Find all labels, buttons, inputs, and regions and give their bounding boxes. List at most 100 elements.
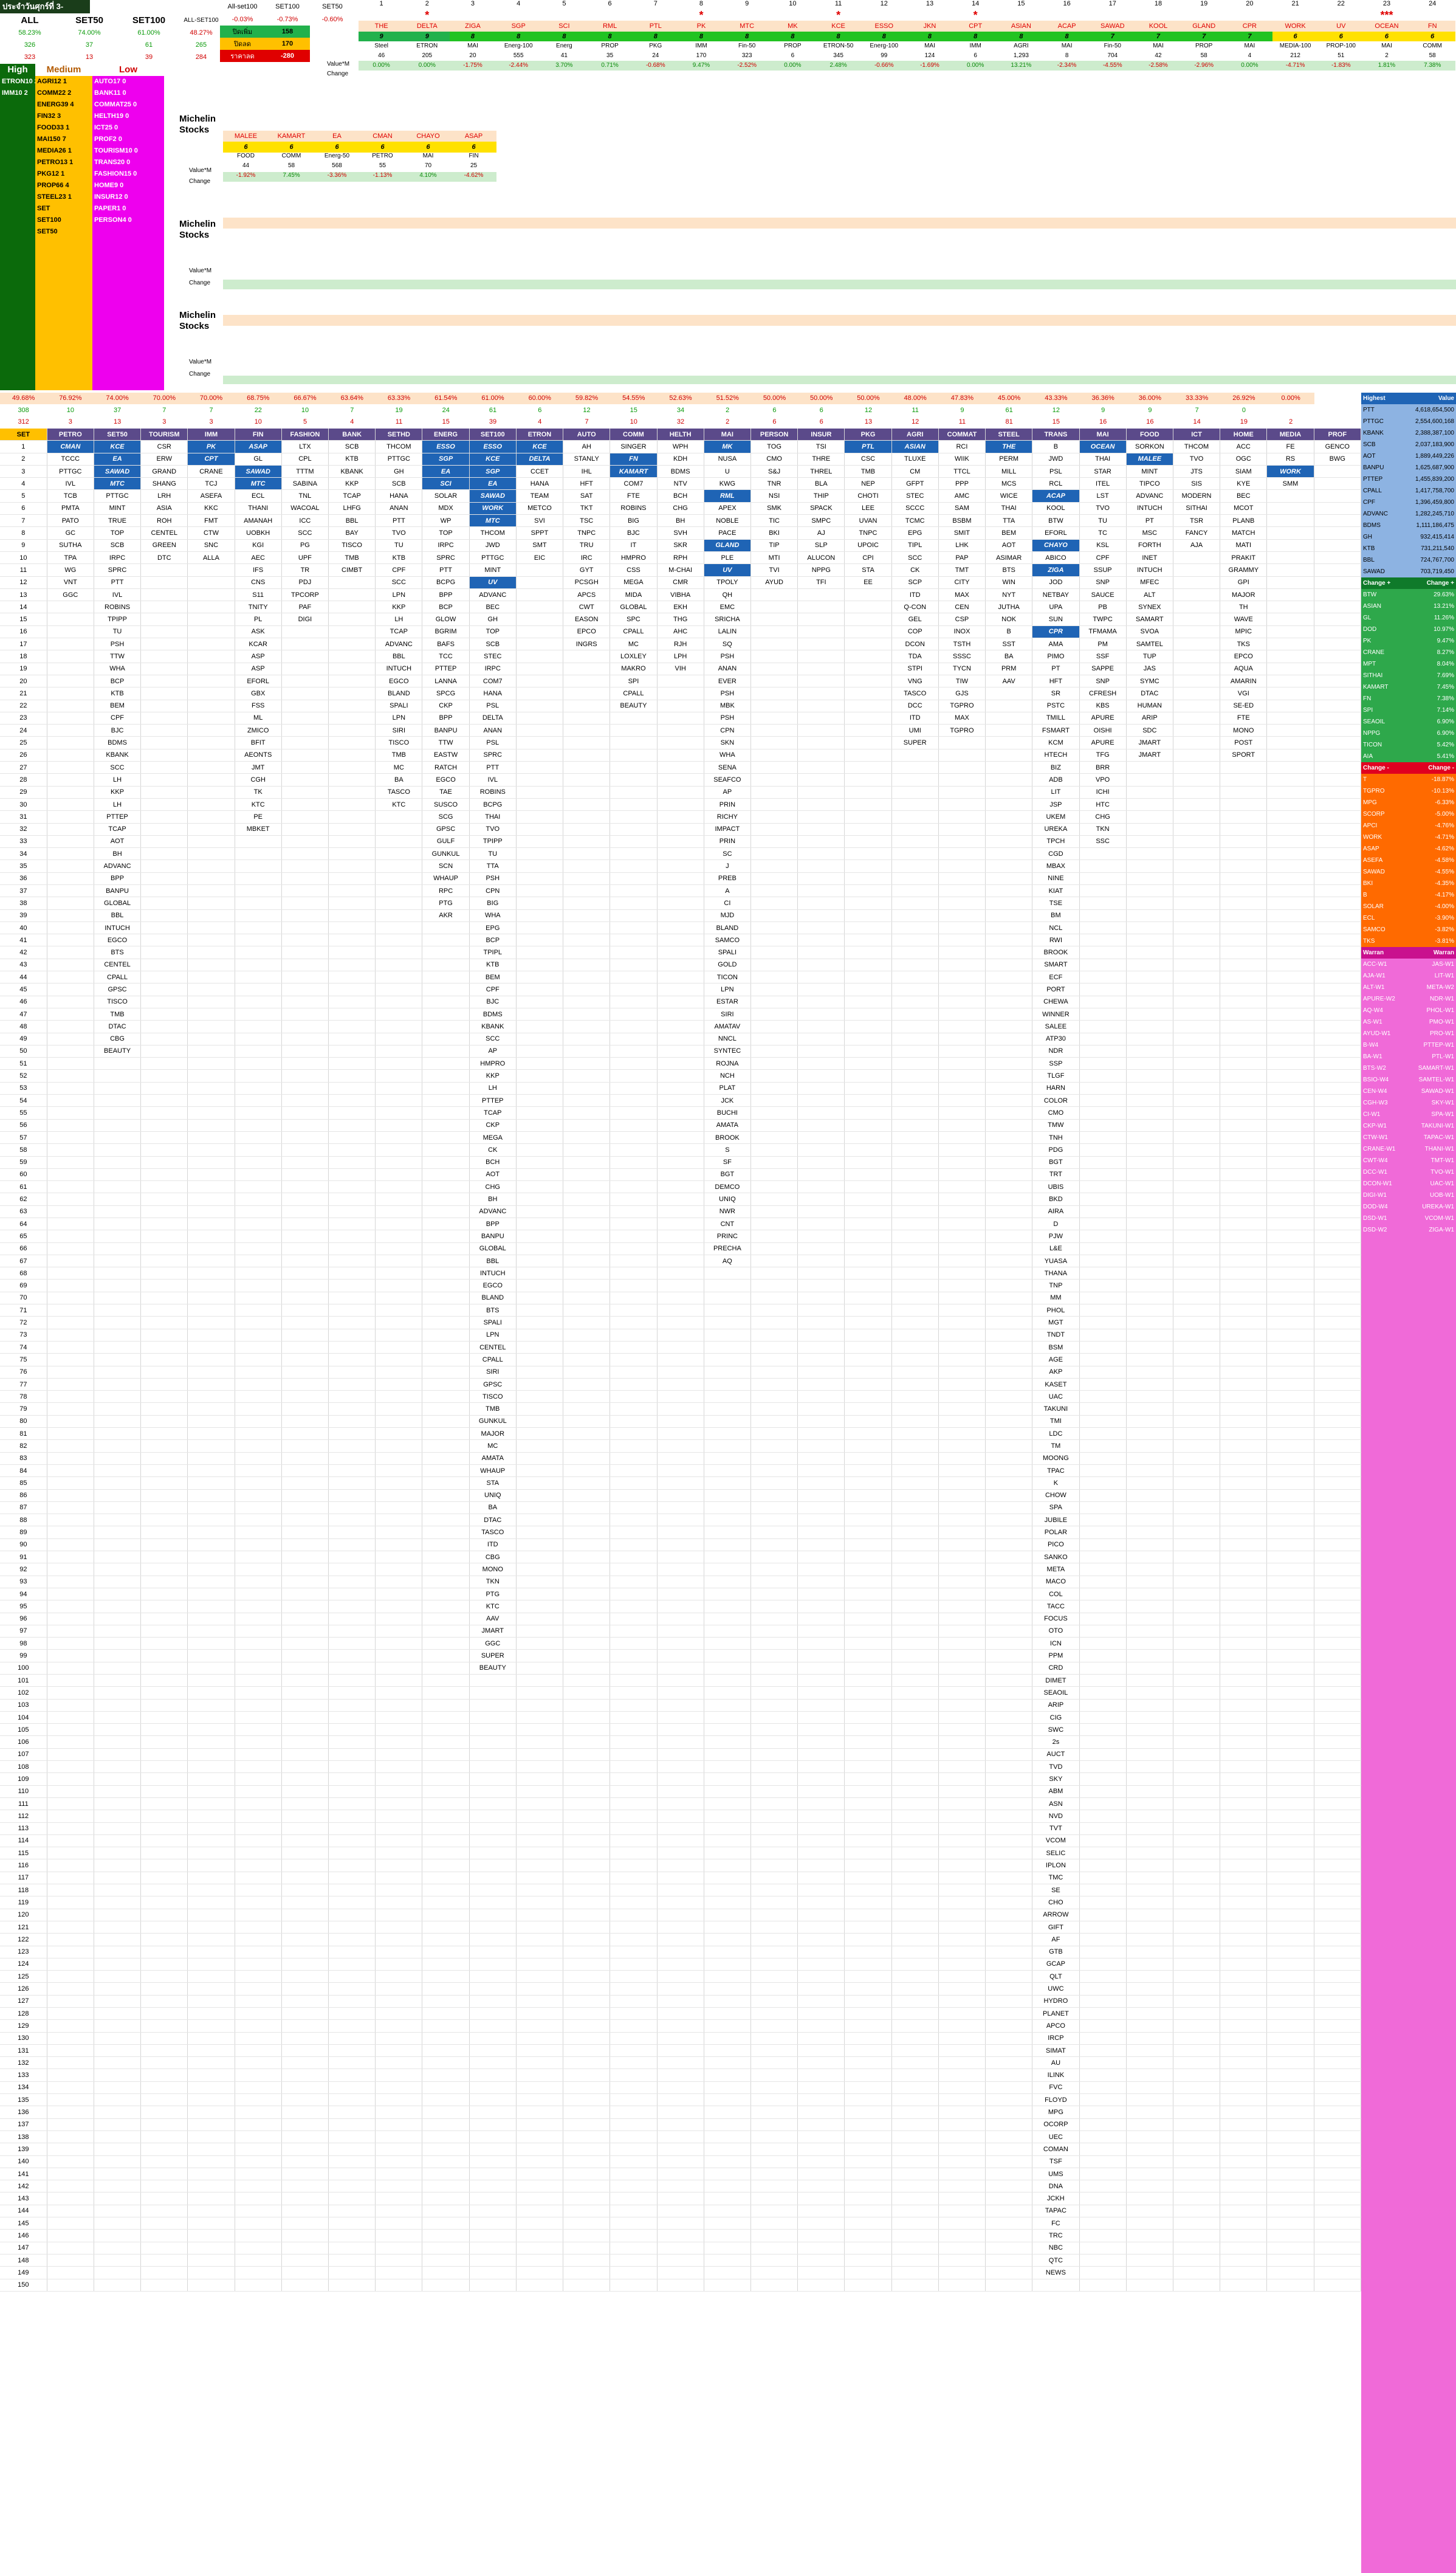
sector-header[interactable]: COMMAT bbox=[938, 429, 986, 441]
grid-cell bbox=[891, 996, 939, 1008]
grid-cell bbox=[1314, 1847, 1362, 1860]
grid-cell: SAPPE bbox=[1079, 663, 1127, 675]
grid-cell bbox=[610, 1711, 658, 1724]
table-row: 42 BTS TPIPL SPALI BROOK bbox=[0, 946, 1362, 959]
sector-header[interactable]: TOURISM bbox=[140, 429, 188, 441]
grid-cell: TASCO bbox=[469, 1526, 517, 1539]
grid-cell bbox=[1266, 2143, 1314, 2156]
top-sector-change: -0.68% bbox=[633, 61, 679, 71]
panel-medium-title: Medium bbox=[35, 64, 92, 76]
grid-cell: KBS bbox=[1079, 700, 1127, 712]
sector-header[interactable]: PETRO bbox=[47, 429, 94, 441]
sector-header[interactable]: PROF bbox=[1314, 429, 1362, 441]
sector-header[interactable]: AUTO bbox=[563, 429, 611, 441]
sector-header[interactable]: FOOD bbox=[1126, 429, 1173, 441]
grid-cell bbox=[797, 1329, 845, 1342]
grid-cell bbox=[187, 2081, 235, 2095]
grid-cell bbox=[94, 1279, 142, 1292]
grid-cell bbox=[235, 1613, 282, 1625]
sector-header[interactable]: IMM bbox=[187, 429, 235, 441]
grid-cell bbox=[563, 1119, 611, 1132]
grid-cell bbox=[1079, 1143, 1127, 1157]
sector-header[interactable]: INSUR bbox=[797, 429, 845, 441]
grid-cell bbox=[328, 1921, 376, 1934]
sector-header[interactable]: SET bbox=[0, 429, 47, 441]
grid-cell bbox=[328, 1218, 376, 1231]
grid-cell bbox=[985, 761, 1033, 774]
grid-cell bbox=[704, 1711, 751, 1724]
sector-header[interactable]: SET100 bbox=[469, 429, 517, 441]
grid-cell: POST bbox=[1220, 736, 1268, 749]
grid-cell bbox=[422, 1538, 470, 1552]
grid-cell bbox=[563, 1909, 611, 1921]
grid-cell bbox=[985, 1785, 1033, 1798]
grid-cell bbox=[1079, 1156, 1127, 1169]
sector-header[interactable]: BANK bbox=[328, 429, 376, 441]
grid-cell bbox=[657, 1514, 704, 1527]
row-number: 55 bbox=[0, 1106, 47, 1120]
sector-header[interactable]: STEEL bbox=[985, 429, 1033, 441]
grid-cell bbox=[1314, 1600, 1362, 1613]
grid-cell bbox=[1079, 1439, 1127, 1453]
grid-cell bbox=[750, 2143, 798, 2156]
grid-cell bbox=[938, 1020, 986, 1033]
row-number: 143 bbox=[0, 2192, 47, 2205]
grid-cell bbox=[375, 1193, 423, 1206]
grid-cell bbox=[797, 625, 845, 639]
sector-header[interactable]: PERSON bbox=[750, 429, 798, 441]
grid-cell: LHK bbox=[938, 539, 986, 552]
sector-header[interactable]: SET50 bbox=[94, 429, 142, 441]
grid-cell bbox=[1266, 1329, 1314, 1342]
sector-header[interactable]: PKG bbox=[844, 429, 892, 441]
grid-cell bbox=[328, 959, 376, 972]
grid-cell: NEWS bbox=[1032, 2266, 1080, 2279]
grid-cell bbox=[1220, 884, 1268, 898]
sector-header[interactable]: FIN bbox=[235, 429, 282, 441]
sector-header[interactable]: COMM bbox=[610, 429, 658, 441]
sector-header[interactable]: SETHD bbox=[375, 429, 423, 441]
grid-cell bbox=[235, 1674, 282, 1687]
top-sector-change: -1.75% bbox=[450, 61, 496, 71]
grid-cell bbox=[281, 810, 329, 824]
grid-cell bbox=[704, 1872, 751, 1885]
grid-cell bbox=[140, 1218, 188, 1231]
grid-cell bbox=[844, 959, 892, 972]
grid-cell bbox=[94, 1711, 142, 1724]
grid-cell bbox=[516, 2254, 564, 2267]
sector-header[interactable]: FASHION bbox=[281, 429, 329, 441]
table-row: 67 BBL AQ YUASA bbox=[0, 1255, 1362, 1268]
grid-cell bbox=[187, 1045, 235, 1058]
top-sector-value: 6 bbox=[974, 52, 977, 59]
grid-cell bbox=[140, 1772, 188, 1786]
grid-cell bbox=[563, 1613, 611, 1625]
grid-cell bbox=[516, 884, 564, 898]
grid-cell: AP bbox=[469, 1045, 517, 1058]
sector-header[interactable]: HELTH bbox=[657, 429, 704, 441]
grid-cell bbox=[235, 2056, 282, 2070]
grid-cell: FORTH bbox=[1126, 539, 1173, 552]
sector-header[interactable]: TRANS bbox=[1032, 429, 1080, 441]
sector-header[interactable]: MEDIA bbox=[1266, 429, 1314, 441]
sector-header[interactable]: MAI bbox=[1079, 429, 1127, 441]
sector-header[interactable]: HOME bbox=[1220, 429, 1268, 441]
grid-cell bbox=[1173, 2279, 1221, 2292]
grid-cell: ARIP bbox=[1126, 712, 1173, 725]
top-sector-sub: ETRON-50 bbox=[823, 43, 854, 49]
sector-header[interactable]: ICT bbox=[1173, 429, 1221, 441]
sector-header[interactable]: ETRON bbox=[516, 429, 564, 441]
grid-cell bbox=[985, 1995, 1033, 2008]
grid-cell: TOP bbox=[94, 526, 142, 540]
grid-cell bbox=[1126, 1686, 1173, 1700]
sector-header[interactable]: MAI bbox=[704, 429, 751, 441]
sector-down-count: 7 bbox=[585, 418, 589, 425]
grid-cell bbox=[844, 1674, 892, 1687]
grid-cell bbox=[610, 1797, 658, 1811]
grid-cell bbox=[516, 663, 564, 675]
grid-cell bbox=[563, 996, 611, 1008]
sector-header[interactable]: AGRI bbox=[891, 429, 939, 441]
grid-cell bbox=[1173, 1699, 1221, 1712]
grid-cell bbox=[1126, 1156, 1173, 1169]
grid-cell bbox=[94, 1625, 142, 1638]
grid-cell bbox=[985, 1970, 1033, 1983]
sector-header[interactable]: ENERG bbox=[422, 429, 470, 441]
